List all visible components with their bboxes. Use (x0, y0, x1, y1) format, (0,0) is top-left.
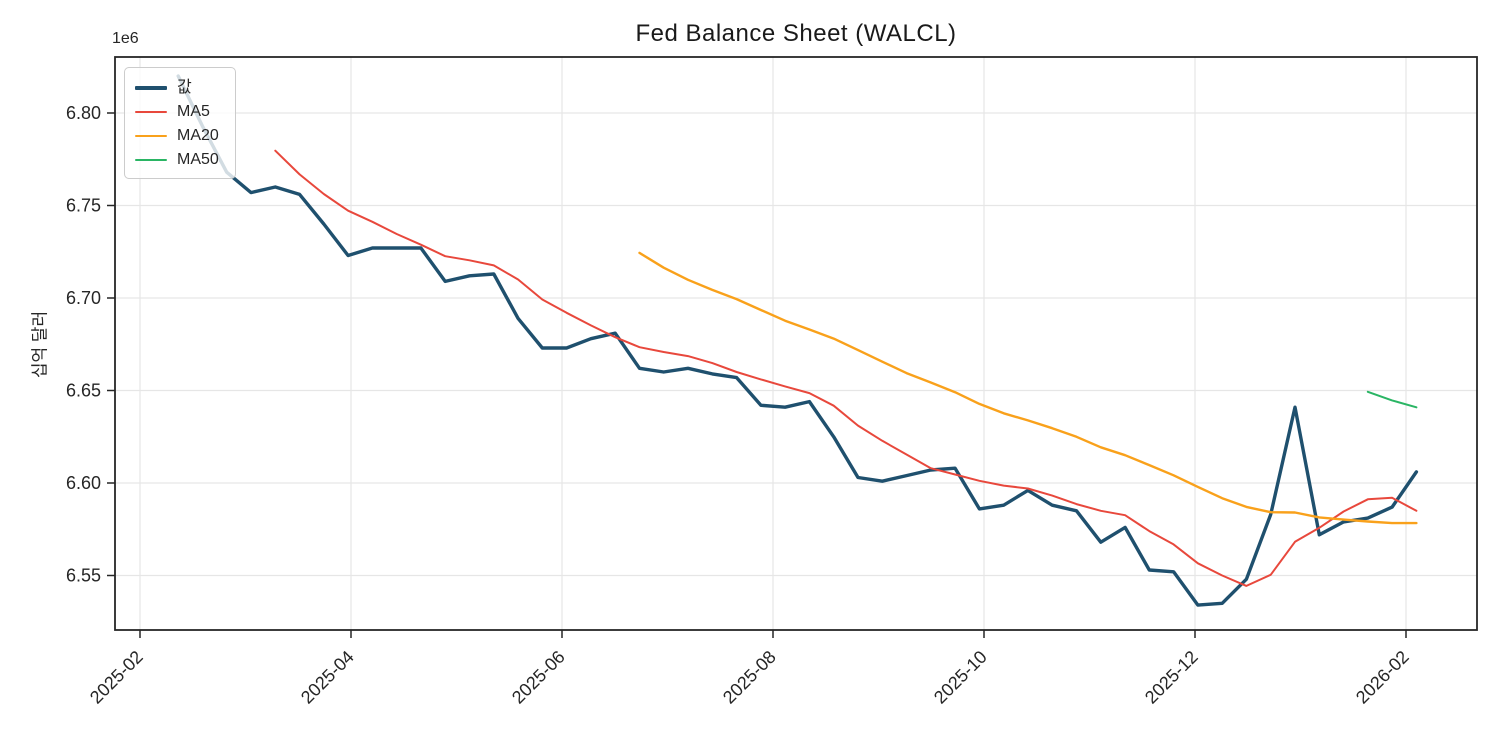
x-tick-label: 2025-10 (930, 647, 991, 708)
legend-swatch-ma50 (135, 159, 167, 161)
legend-box: 값 MA5 MA20 MA50 (124, 67, 236, 179)
x-tick-label: 2025-12 (1141, 647, 1202, 708)
legend-swatch-value (135, 86, 167, 90)
legend-item-value: 값 (135, 76, 225, 100)
legend-label-ma5: MA5 (177, 103, 210, 120)
x-tick-label: 2025-06 (508, 647, 569, 708)
legend-swatch-ma20 (135, 134, 167, 138)
series-line-value (176, 74, 1419, 607)
y-tick-label: 6.65 (66, 381, 101, 401)
series-line-ma20 (638, 251, 1418, 525)
x-tick-label: 2026-02 (1352, 647, 1413, 708)
y-tick-label: 6.60 (66, 473, 101, 493)
x-tick-label: 2025-04 (297, 647, 358, 708)
y-tick-label: 6.55 (66, 566, 101, 586)
x-tick-label: 2025-08 (719, 647, 780, 708)
legend-label-ma50: MA50 (177, 151, 219, 168)
y-axis-label: 십억 달러 (30, 310, 50, 379)
legend-item-ma20: MA20 (135, 124, 225, 148)
legend-label-value: 값 (177, 79, 192, 96)
legend-item-ma50: MA50 (135, 148, 225, 172)
y-tick-label: 6.70 (66, 288, 101, 308)
legend-item-ma5: MA5 (135, 100, 225, 124)
y-axis-offset-label: 1e6 (112, 30, 139, 47)
plot-frame (114, 56, 1478, 631)
y-tick-label: 6.75 (66, 196, 101, 216)
legend-label-ma20: MA20 (177, 127, 219, 144)
chart-title: Fed Balance Sheet (WALCL) (635, 20, 957, 47)
y-tick-label: 6.80 (66, 103, 101, 123)
series-line-ma5 (274, 149, 1418, 587)
series-line-ma50 (1366, 390, 1418, 409)
x-tick-label: 2025-02 (86, 647, 147, 708)
legend-swatch-ma5 (135, 111, 167, 113)
